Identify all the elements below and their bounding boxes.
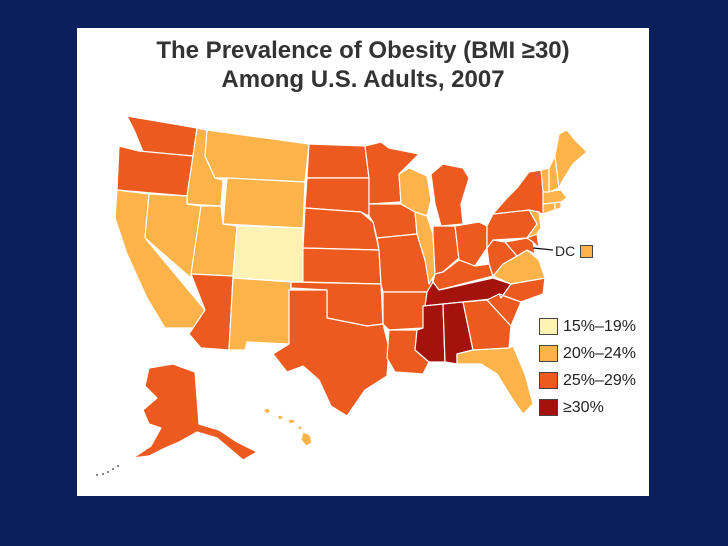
legend-label: 20%–24%: [563, 344, 636, 362]
state-massachusetts: [542, 189, 568, 205]
title-line-1: The Prevalence of Obesity (BMI ≥30): [156, 37, 570, 64]
legend-item: ≥30%: [539, 396, 636, 419]
state-florida: [456, 345, 534, 415]
legend-swatch: [539, 399, 558, 416]
state-ohio: [454, 221, 488, 267]
state-montana: [204, 129, 310, 183]
state-texas: [272, 289, 390, 417]
state-michigan: [430, 163, 470, 227]
state-vermont: [540, 167, 550, 193]
state-maine: [554, 129, 588, 189]
state-wisconsin: [398, 167, 432, 217]
title-line-2: Among U.S. Adults, 2007: [221, 66, 505, 93]
state-illinois: [414, 211, 436, 285]
dc-swatch: [580, 245, 593, 258]
state-south-dakota: [304, 177, 370, 217]
legend-swatch: [539, 345, 558, 362]
dc-leader-line: [532, 247, 554, 251]
legend-swatch: [539, 318, 558, 335]
legend-label: 25%–29%: [563, 371, 636, 389]
state-wyoming: [222, 177, 306, 229]
state-north-dakota: [306, 143, 370, 179]
legend-label: 15%–19%: [563, 317, 636, 335]
state-hawaii: [262, 407, 313, 447]
legend-item: 20%–24%: [539, 342, 636, 365]
state-new-mexico: [228, 277, 292, 351]
legend-label: ≥30%: [563, 398, 604, 416]
us-map: [96, 115, 588, 476]
state-alaska: [132, 363, 258, 461]
legend-swatch: [539, 372, 558, 389]
state-arizona: [188, 273, 234, 351]
state-colorado: [232, 225, 304, 283]
state-new-jersey: [526, 209, 542, 239]
legend-item: 15%–19%: [539, 315, 636, 338]
state-washington: [126, 115, 198, 157]
state-arkansas: [382, 291, 428, 331]
legend-item: 25%–29%: [539, 369, 636, 392]
state-kansas: [302, 247, 382, 285]
dc-label: DC: [555, 243, 576, 259]
legend: 15%–19% 20%–24% 25%–29% ≥30%: [539, 315, 636, 423]
alaska-islands: [96, 465, 119, 476]
state-new-york: [492, 169, 548, 215]
state-rhode-island: [554, 201, 562, 211]
map-panel: The Prevalence of Obesity (BMI ≥30) Amon…: [77, 28, 649, 496]
map-title: The Prevalence of Obesity (BMI ≥30) Amon…: [77, 36, 649, 94]
